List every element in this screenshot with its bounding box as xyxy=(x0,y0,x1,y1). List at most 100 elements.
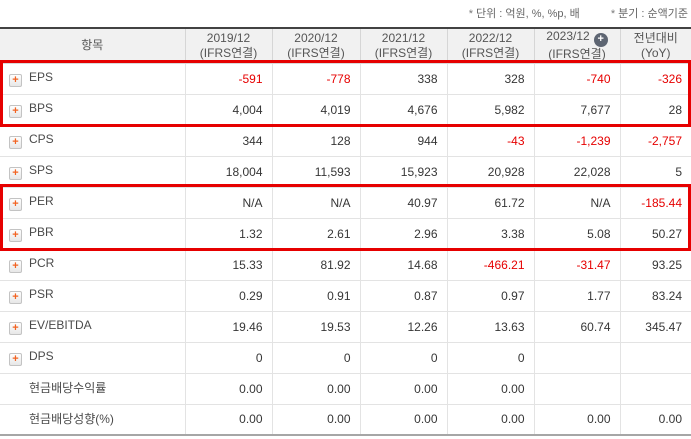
expand-plus-icon[interactable]: + xyxy=(9,229,22,242)
basis-note-text: 분기 : 순액기준 xyxy=(618,8,688,20)
value-cell: 0.97 xyxy=(446,279,534,311)
value-cell: 4,019 xyxy=(271,93,360,125)
value-cell xyxy=(619,341,691,373)
asterisk-marker: * xyxy=(468,8,473,20)
value-cell: 0.00 xyxy=(446,403,534,435)
value-cell xyxy=(533,372,620,404)
value-cell: 1.77 xyxy=(533,279,620,311)
value-cell: N/A xyxy=(184,186,272,218)
column-standard: (IFRS연결) xyxy=(199,45,258,60)
column-standard: (YoY) xyxy=(640,45,671,60)
column-standard: (IFRS연결) xyxy=(374,45,433,60)
value-cell: 0 xyxy=(359,341,447,373)
item-cell: + DPS xyxy=(0,341,185,373)
expand-plus-icon[interactable]: + xyxy=(9,353,22,366)
value-cell: 40.97 xyxy=(359,186,447,218)
unit-note-text: 단위 : 억원, %, %p, 배 xyxy=(475,8,580,20)
table-row: + CPS 344 128 944 -43 -1,239 -2,757 xyxy=(0,124,691,156)
value-cell: -31.47 xyxy=(533,248,620,280)
row-label: PBR xyxy=(29,225,54,239)
column-period: 2019/12 xyxy=(206,30,251,45)
value-cell: 19.46 xyxy=(184,310,272,342)
expand-plus-icon[interactable]: + xyxy=(9,167,22,180)
row-label: EV/EBITDA xyxy=(29,318,92,332)
value-cell: 14.68 xyxy=(359,248,447,280)
table-row: + BPS 4,004 4,019 4,676 5,982 7,677 28 xyxy=(0,93,691,125)
value-cell: 0 xyxy=(446,341,534,373)
table-row: +현금배당수익률 0.000.000.000.00 xyxy=(0,372,691,404)
item-cell: + PER xyxy=(0,186,185,218)
expand-plus-icon[interactable]: + xyxy=(9,136,22,149)
period-column-header: 2023/12 + (IFRS연결) xyxy=(533,28,620,64)
per-share-metrics-table: 항목 2019/12 (IFRS연결) 2020/12 (IFRS연결) 2021/12… xyxy=(0,27,691,436)
column-period: 전년대비 xyxy=(633,30,678,45)
value-cell: 5,982 xyxy=(446,93,534,125)
table-row: + PCR 15.33 81.92 14.68 -466.21 -31.47 93.25 xyxy=(0,248,691,280)
value-cell: 7,677 xyxy=(533,93,620,125)
value-cell: 13.63 xyxy=(446,310,534,342)
value-cell: 0.00 xyxy=(446,372,534,404)
item-cell: + EV/EBITDA xyxy=(0,310,185,342)
value-cell: 2.61 xyxy=(271,217,360,249)
table-row: +현금배당성향(%) 0.000.000.000.000.000.00 xyxy=(0,403,691,435)
value-cell: 0.00 xyxy=(271,403,360,435)
item-cell: +현금배당성향(%) xyxy=(0,403,185,435)
item-column-header: 항목 xyxy=(0,28,185,64)
value-cell: 60.74 xyxy=(533,310,620,342)
value-cell: 4,004 xyxy=(184,93,272,125)
item-cell: + SPS xyxy=(0,155,185,187)
value-cell xyxy=(619,372,691,404)
expand-plus-icon[interactable]: + xyxy=(9,105,22,118)
value-cell: 22,028 xyxy=(533,155,620,187)
row-label: PER xyxy=(29,194,54,208)
item-cell: + PBR xyxy=(0,217,185,249)
item-cell: +현금배당수익률 xyxy=(0,372,185,404)
value-cell: 338 xyxy=(359,63,447,94)
value-cell: 0.00 xyxy=(184,403,272,435)
value-cell: 5.08 xyxy=(533,217,620,249)
expand-plus-icon[interactable]: + xyxy=(9,322,22,335)
expand-plus-icon[interactable]: + xyxy=(9,198,22,211)
value-cell: 0.91 xyxy=(271,279,360,311)
column-period-line: 2022/12 xyxy=(448,31,534,46)
column-standard: (IFRS연결) xyxy=(461,45,520,60)
table-row: + PBR 1.32 2.61 2.96 3.38 5.08 50.27 xyxy=(0,217,691,249)
period-column-header: 2022/12 (IFRS연결) xyxy=(446,28,534,64)
value-cell: 1.32 xyxy=(184,217,272,249)
value-cell: 944 xyxy=(359,124,447,156)
value-cell: -466.21 xyxy=(446,248,534,280)
table-notes: * 단위 : 억원, %, %p, 배 * 분기 : 순액기준 xyxy=(441,5,688,21)
value-cell: 5 xyxy=(619,155,691,187)
column-period-line: 2023/12 + xyxy=(535,29,620,48)
value-cell: 61.72 xyxy=(446,186,534,218)
column-period-line: 전년대비 xyxy=(621,31,691,46)
period-column-header: 2020/12 (IFRS연결) xyxy=(271,28,360,64)
row-label: CPS xyxy=(29,132,54,146)
value-cell: 0.00 xyxy=(619,403,691,435)
value-cell: 344 xyxy=(184,124,272,156)
value-cell: 19.53 xyxy=(271,310,360,342)
value-cell: 83.24 xyxy=(619,279,691,311)
expand-plus-icon[interactable]: + xyxy=(9,74,22,87)
value-cell: -326 xyxy=(619,63,691,94)
value-cell: 0.00 xyxy=(271,372,360,404)
expand-plus-icon[interactable]: + xyxy=(9,291,22,304)
asterisk-marker: * xyxy=(610,8,616,20)
item-cell: + PSR xyxy=(0,279,185,311)
value-cell: -185.44 xyxy=(619,186,691,218)
unit-note: * 단위 : 억원, %, %p, 배 xyxy=(469,8,580,20)
row-label: 현금배당수익률 xyxy=(29,381,107,395)
value-cell: -740 xyxy=(533,63,620,94)
value-cell: N/A xyxy=(533,186,620,218)
column-period-line: 2021/12 xyxy=(361,31,447,46)
expand-column-plus-icon[interactable]: + xyxy=(593,33,608,48)
row-label: BPS xyxy=(29,101,54,115)
item-cell: + CPS xyxy=(0,124,185,156)
value-cell: -591 xyxy=(184,63,272,94)
expand-plus-icon[interactable]: + xyxy=(9,260,22,273)
row-label: EPS xyxy=(29,70,54,84)
value-cell: 93.25 xyxy=(619,248,691,280)
value-cell: 0.00 xyxy=(359,403,447,435)
